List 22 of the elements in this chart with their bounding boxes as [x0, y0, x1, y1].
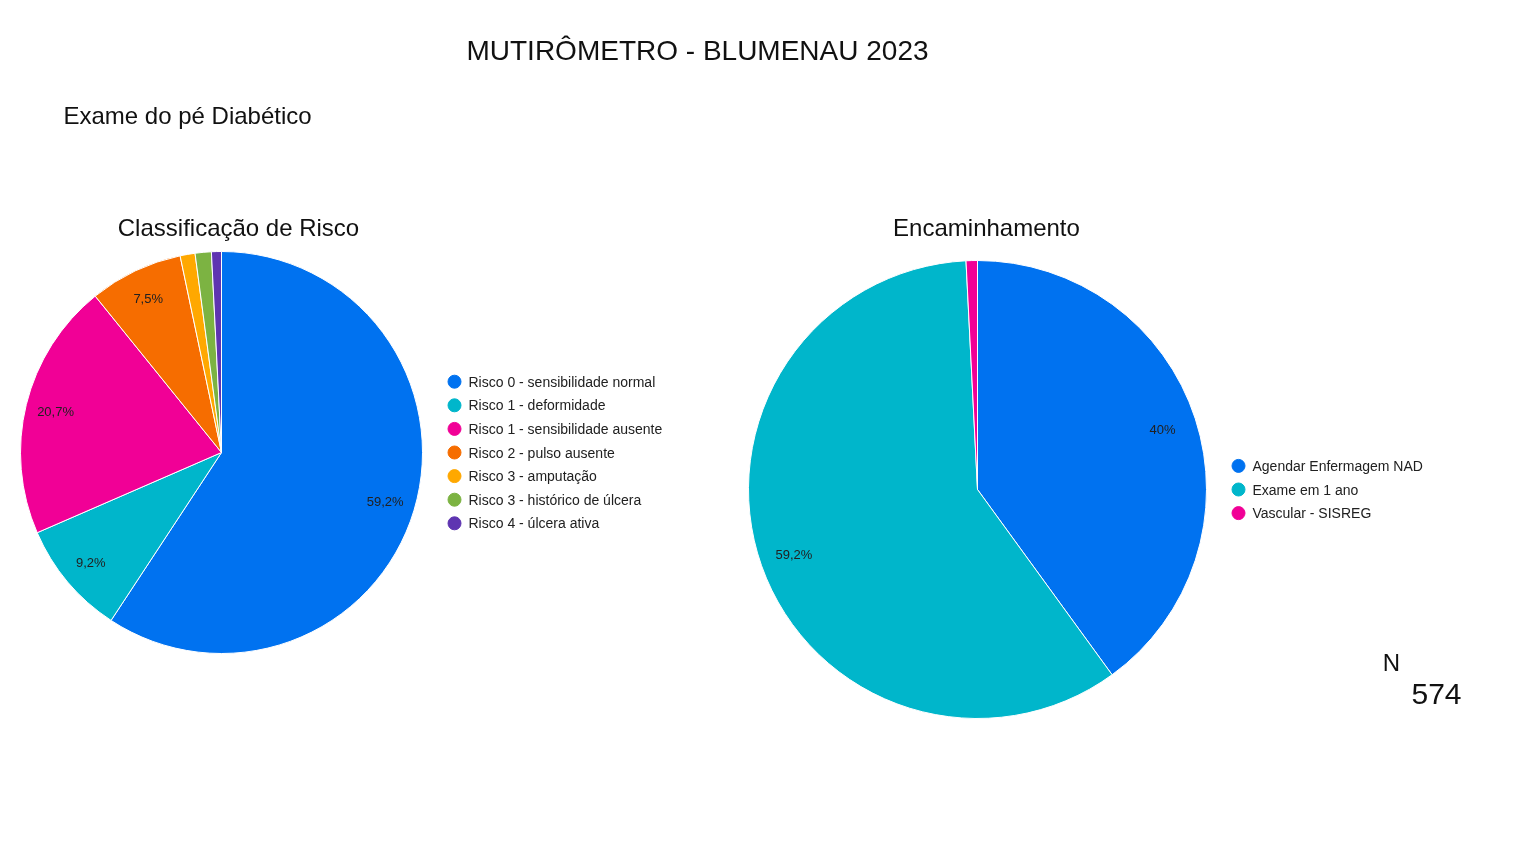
chart-title: Encaminhamento	[893, 214, 1080, 241]
data-label: 59,2%	[366, 494, 405, 509]
legend-label: Risco 3 - amputação	[468, 468, 598, 485]
data-label: 20,7%	[37, 404, 75, 420]
data-label: 7,5%	[133, 290, 164, 306]
legend-label: Risco 2 - pulso ausente	[468, 444, 616, 461]
text: N	[1382, 649, 1401, 676]
data-label: 59,2%	[775, 546, 813, 562]
text: Exame do pé Diabético	[63, 102, 312, 129]
legend-label: Vascular - SISREG	[1252, 505, 1372, 522]
text: 574	[1411, 676, 1462, 710]
legend-label: Risco 0 - sensibilidade normal	[468, 373, 656, 390]
data-label: 40%	[1149, 421, 1177, 437]
legend-label: Risco 3 - histórico de úlcera	[468, 491, 642, 508]
legend-label: Agendar Enfermagem NAD	[1252, 457, 1423, 474]
data-label: 9,2%	[75, 555, 107, 571]
legend-label: Risco 4 - úlcera ativa	[468, 515, 600, 532]
legend-label: Risco 1 - sensibilidade ausente	[468, 420, 663, 437]
text: MUTIRÔMETRO - BLUMENAU 2023	[466, 35, 929, 66]
legend-label: Risco 1 - deformidade	[468, 397, 606, 414]
chart-title: Classificação de Risco	[117, 214, 360, 241]
legend-label: Exame em 1 ano	[1252, 481, 1359, 498]
